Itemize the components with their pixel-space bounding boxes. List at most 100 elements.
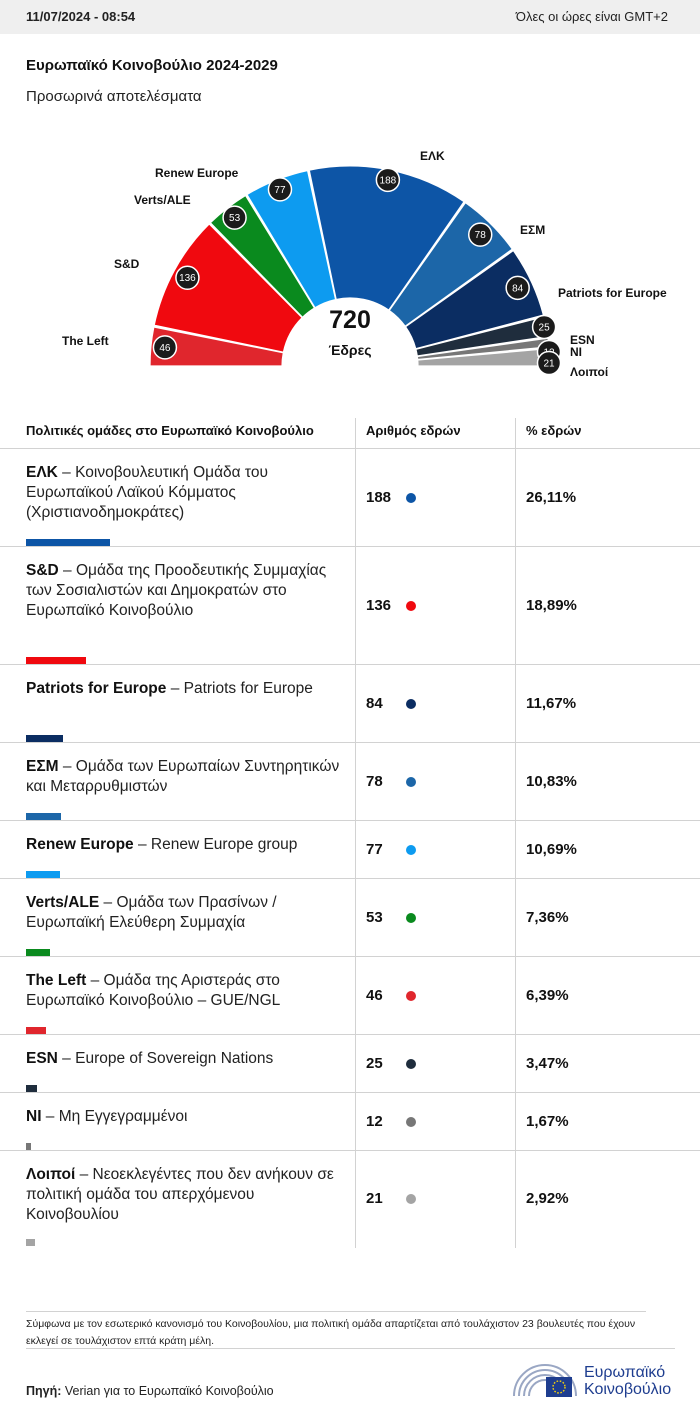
color-dot — [406, 493, 416, 503]
column-divider — [515, 418, 516, 1248]
seat-badge-value: 46 — [159, 343, 171, 354]
seat-badge-circle — [531, 314, 557, 340]
group-full-name: – Europe of Sovereign Nations — [57, 1050, 274, 1067]
group-abbr: The Left — [26, 972, 87, 989]
table-row: The Left – Ομάδα της Αριστεράς στο Ευρωπ… — [0, 956, 700, 1034]
share-bar — [26, 813, 61, 820]
logo-line-2: Κοινοβούλιο — [584, 1381, 672, 1398]
slice-label: ESN — [570, 333, 595, 347]
seat-badge: 84 — [505, 275, 530, 301]
seat-badge: 46 — [152, 335, 178, 360]
slice-s-d — [153, 223, 303, 353]
group-full-name: – Μη Εγγεγραμμένοι — [41, 1108, 188, 1125]
seat-percent: 10,69% — [526, 841, 577, 858]
color-dot — [406, 777, 416, 787]
group-abbr: Renew Europe — [26, 836, 134, 853]
group-name: NI – Μη Εγγεγραμμένοι — [26, 1107, 344, 1127]
table-row: ΕΛΚ – Κοινοβουλευτική Ομάδα του Ευρωπαϊκ… — [0, 448, 700, 546]
slice-label: Λοιποί — [570, 365, 608, 379]
european-parliament-logo-icon — [513, 1364, 577, 1397]
share-bar — [26, 949, 50, 956]
seat-badge-circle — [222, 205, 247, 230]
group-name: Renew Europe – Renew Europe group — [26, 835, 344, 855]
page-title: Ευρωπαϊκό Κοινοβούλιο 2024-2029 — [26, 57, 278, 74]
group-abbr: ΕΣΜ — [26, 758, 59, 775]
group-full-name: – Renew Europe group — [133, 836, 298, 853]
seat-badge: 25 — [531, 314, 557, 340]
group-name: S&D – Ομάδα της Προοδευτικής Συμμαχίας τ… — [26, 561, 344, 621]
header-percent: % εδρών — [526, 423, 582, 438]
group-abbr: ΕΛΚ — [26, 464, 58, 481]
slice-label: Verts/ALE — [134, 193, 191, 207]
group-name: ESN – Europe of Sovereign Nations — [26, 1049, 344, 1069]
group-name: Patriots for Europe – Patriots for Europ… — [26, 679, 344, 699]
seat-badge-value: 78 — [475, 230, 487, 241]
slice-label: ΕΛΚ — [420, 149, 445, 163]
seat-count: 46 — [366, 987, 383, 1004]
group-name: Λοιποί – Νεοεκλεγέντες που δεν ανήκουν σ… — [26, 1165, 344, 1225]
seat-count: 21 — [366, 1190, 383, 1207]
footnote: Σύμφωνα με τον εσωτερικό κανονισμό του Κ… — [26, 1311, 646, 1350]
logo-line-1: Ευρωπαϊκό — [584, 1364, 666, 1381]
seat-percent: 1,67% — [526, 1113, 569, 1130]
seat-percent: 2,92% — [526, 1190, 569, 1207]
group-name: The Left – Ομάδα της Αριστεράς στο Ευρωπ… — [26, 971, 344, 1011]
share-bar — [26, 1143, 31, 1150]
source-label: Πηγή: — [26, 1384, 62, 1398]
table-row: NI – Μη Εγγεγραμμένοι 12 1,67% — [0, 1092, 700, 1150]
timezone-note: Όλες οι ώρες είναι GMT+2 — [515, 9, 668, 24]
top-bar: 11/07/2024 - 08:54 Όλες οι ώρες είναι GM… — [0, 0, 700, 34]
seat-badge: 21 — [536, 350, 562, 376]
group-abbr: ESN — [26, 1050, 58, 1067]
group-full-name: – Patriots for Europe — [166, 680, 313, 697]
group-full-name: – Ομάδα των Πρασίνων / Ευρωπαϊκή Ελεύθερ… — [26, 894, 277, 931]
seat-badge-value: 53 — [229, 213, 241, 224]
color-dot — [406, 699, 416, 709]
seat-badge-circle — [536, 350, 562, 376]
group-abbr: Patriots for Europe — [26, 680, 167, 697]
group-abbr: Verts/ALE — [26, 894, 100, 911]
slice-renew-europe — [246, 169, 337, 309]
seat-badge-circle — [152, 335, 178, 360]
color-dot — [406, 991, 416, 1001]
group-full-name: – Ομάδα των Ευρωπαίων Συντηρητικών και Μ… — [26, 758, 340, 795]
column-divider — [355, 418, 356, 1248]
color-dot — [406, 845, 416, 855]
slice-label: ΕΣΜ — [520, 223, 545, 237]
seat-percent: 18,89% — [526, 597, 577, 614]
timestamp: 11/07/2024 - 08:54 — [26, 9, 136, 24]
source-line: Πηγή: Verian για το Ευρωπαϊκό Κοινοβούλι… — [26, 1384, 274, 1398]
seat-badge: 53 — [222, 205, 247, 230]
slice-label: Patriots for Europe — [558, 286, 667, 300]
table-header: Πολιτικές ομάδες στο Ευρωπαϊκό Κοινοβούλ… — [0, 418, 700, 448]
slice-label: NI — [570, 345, 582, 359]
seat-count: 53 — [366, 909, 383, 926]
seat-count: 84 — [366, 695, 383, 712]
table-row: ΕΣΜ – Ομάδα των Ευρωπαίων Συντηρητικών κ… — [0, 742, 700, 820]
seat-badge-circle — [375, 167, 401, 193]
slice-label: The Left — [62, 334, 109, 348]
seat-badge-circle — [175, 265, 200, 290]
seat-badge: 78 — [467, 222, 493, 247]
total-seats: 720 — [329, 306, 371, 334]
table-row: Renew Europe – Renew Europe group 77 10,69… — [0, 820, 700, 878]
table-row: Patriots for Europe – Patriots for Europ… — [0, 664, 700, 742]
seat-count: 77 — [366, 841, 383, 858]
share-bar — [26, 1027, 46, 1034]
seat-count: 12 — [366, 1113, 383, 1130]
table-row: S&D – Ομάδα της Προοδευτικής Συμμαχίας τ… — [0, 546, 700, 664]
divider — [26, 1348, 675, 1349]
group-full-name: – Κοινοβουλευτική Ομάδα του Ευρωπαϊκού Λ… — [26, 464, 268, 521]
logo-text: Ευρωπαϊκό Κοινοβούλιο — [584, 1364, 671, 1398]
seat-badge-circle — [267, 177, 293, 202]
group-full-name: – Ομάδα της Αριστεράς στο Ευρωπαϊκό Κοιν… — [26, 972, 281, 1009]
table-row: Verts/ALE – Ομάδα των Πρασίνων / Ευρωπαϊ… — [0, 878, 700, 956]
seat-badge-value: 84 — [512, 283, 524, 294]
seat-count: 188 — [366, 489, 392, 506]
group-full-name: – Νεοεκλεγέντες που δεν ανήκουν σε πολιτ… — [26, 1166, 334, 1223]
table-row: ESN – Europe of Sovereign Nations 25 3,47% — [0, 1034, 700, 1092]
color-dot — [406, 1117, 416, 1127]
seat-badge: 136 — [175, 265, 200, 290]
seat-badge-value: 21 — [543, 359, 555, 370]
group-abbr: NI — [26, 1108, 42, 1125]
